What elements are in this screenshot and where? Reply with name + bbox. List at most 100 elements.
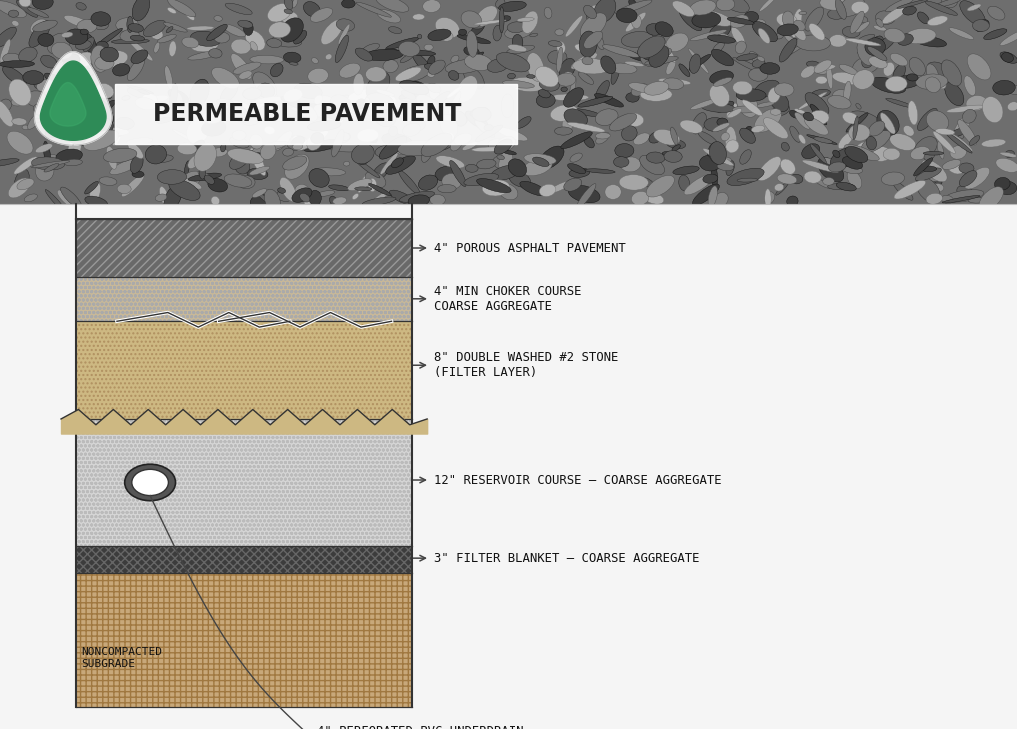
- Ellipse shape: [273, 131, 292, 151]
- Ellipse shape: [145, 145, 167, 164]
- Ellipse shape: [239, 71, 252, 79]
- Ellipse shape: [298, 103, 317, 121]
- Ellipse shape: [1001, 83, 1014, 89]
- Ellipse shape: [703, 149, 733, 165]
- Ellipse shape: [596, 132, 609, 144]
- Ellipse shape: [941, 195, 953, 203]
- Ellipse shape: [624, 61, 644, 66]
- Ellipse shape: [876, 19, 884, 27]
- Ellipse shape: [680, 120, 703, 133]
- Ellipse shape: [365, 97, 372, 116]
- Ellipse shape: [436, 156, 465, 168]
- Ellipse shape: [64, 159, 82, 165]
- Ellipse shape: [463, 66, 484, 89]
- Ellipse shape: [96, 28, 122, 47]
- Ellipse shape: [271, 63, 283, 77]
- Ellipse shape: [670, 127, 678, 145]
- Ellipse shape: [641, 50, 661, 66]
- Ellipse shape: [362, 151, 371, 157]
- Ellipse shape: [979, 187, 1004, 211]
- Ellipse shape: [765, 189, 771, 208]
- Ellipse shape: [859, 16, 868, 23]
- Ellipse shape: [502, 80, 534, 88]
- Ellipse shape: [710, 71, 733, 84]
- Ellipse shape: [564, 72, 573, 78]
- Ellipse shape: [331, 95, 354, 114]
- Ellipse shape: [333, 197, 347, 205]
- Ellipse shape: [721, 133, 729, 141]
- Ellipse shape: [366, 93, 394, 110]
- Ellipse shape: [281, 97, 311, 112]
- Ellipse shape: [168, 0, 196, 17]
- Ellipse shape: [730, 15, 749, 28]
- Ellipse shape: [498, 150, 513, 174]
- Ellipse shape: [458, 35, 490, 44]
- Ellipse shape: [506, 45, 535, 54]
- Ellipse shape: [1002, 52, 1013, 62]
- Ellipse shape: [501, 150, 508, 155]
- Ellipse shape: [654, 129, 679, 145]
- Ellipse shape: [366, 72, 390, 98]
- Ellipse shape: [658, 78, 691, 85]
- Ellipse shape: [882, 172, 904, 185]
- Ellipse shape: [594, 93, 623, 107]
- Ellipse shape: [501, 16, 511, 21]
- Ellipse shape: [950, 128, 968, 137]
- Ellipse shape: [132, 0, 149, 21]
- Ellipse shape: [268, 22, 291, 38]
- Ellipse shape: [673, 166, 700, 175]
- Ellipse shape: [214, 15, 223, 21]
- Ellipse shape: [643, 192, 664, 204]
- Ellipse shape: [717, 118, 728, 126]
- Bar: [76, 546, 412, 573]
- Ellipse shape: [79, 32, 97, 52]
- Ellipse shape: [923, 152, 944, 155]
- Ellipse shape: [45, 73, 75, 93]
- Ellipse shape: [793, 20, 805, 31]
- Ellipse shape: [713, 123, 730, 132]
- Ellipse shape: [377, 9, 401, 23]
- Ellipse shape: [849, 111, 883, 130]
- Ellipse shape: [570, 109, 600, 117]
- Ellipse shape: [198, 171, 212, 180]
- Ellipse shape: [698, 131, 718, 145]
- Ellipse shape: [806, 135, 837, 144]
- Ellipse shape: [100, 47, 119, 62]
- Ellipse shape: [814, 60, 832, 73]
- Ellipse shape: [272, 35, 302, 47]
- Ellipse shape: [713, 192, 728, 208]
- Ellipse shape: [212, 196, 220, 205]
- Ellipse shape: [550, 105, 578, 121]
- Ellipse shape: [549, 181, 572, 193]
- Ellipse shape: [147, 95, 169, 103]
- Bar: [0, 204, 1017, 729]
- Ellipse shape: [127, 87, 153, 99]
- Ellipse shape: [135, 98, 157, 110]
- Ellipse shape: [850, 11, 864, 34]
- Ellipse shape: [310, 8, 333, 23]
- Ellipse shape: [739, 149, 752, 164]
- Ellipse shape: [498, 1, 526, 12]
- Ellipse shape: [732, 58, 767, 74]
- Ellipse shape: [284, 0, 293, 10]
- Ellipse shape: [555, 29, 564, 36]
- Ellipse shape: [760, 63, 780, 74]
- Ellipse shape: [410, 119, 425, 130]
- Ellipse shape: [742, 100, 763, 116]
- Ellipse shape: [245, 31, 265, 50]
- Ellipse shape: [346, 90, 376, 106]
- Ellipse shape: [355, 187, 372, 191]
- Ellipse shape: [142, 93, 158, 104]
- Ellipse shape: [250, 134, 262, 149]
- Ellipse shape: [102, 100, 116, 112]
- Ellipse shape: [923, 171, 940, 182]
- Ellipse shape: [131, 50, 147, 63]
- Ellipse shape: [620, 157, 641, 172]
- Ellipse shape: [14, 169, 29, 193]
- Ellipse shape: [99, 50, 128, 68]
- Ellipse shape: [464, 46, 479, 56]
- Ellipse shape: [804, 171, 822, 183]
- Ellipse shape: [475, 120, 494, 137]
- Ellipse shape: [988, 7, 1005, 20]
- Ellipse shape: [911, 35, 947, 47]
